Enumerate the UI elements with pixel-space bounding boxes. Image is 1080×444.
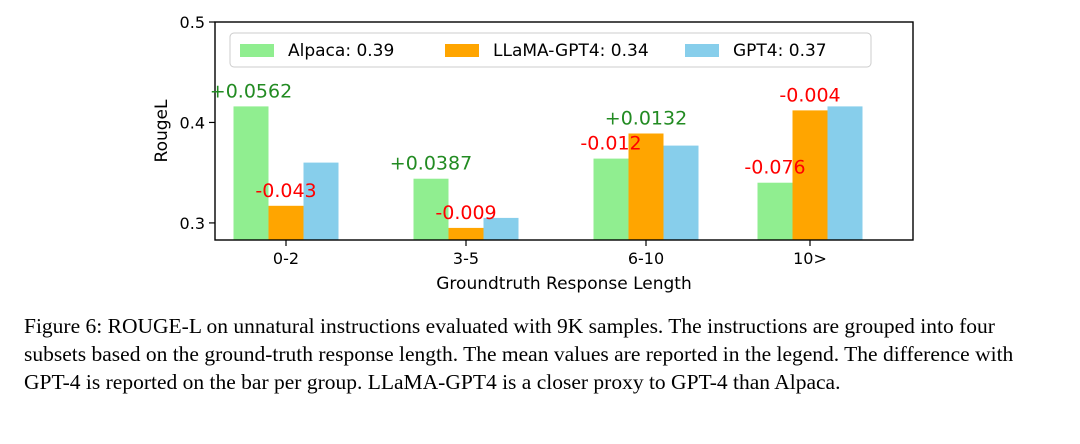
diff-label: -0.076 [744,157,805,179]
figure-caption: Figure 6: ROUGE-L on unnatural instructi… [24,314,1014,394]
y-tick-label: 0.5 [180,13,205,32]
x-tick-label: 0-2 [273,249,299,268]
bar-alpaca-1 [413,178,449,240]
legend-entries: Alpaca: 0.39 LLaMA-GPT4: 0.34 GPT4: 0.37 [240,41,827,61]
bars-layer [233,106,863,241]
x-axis-title: Groundtruth Response Length [436,274,692,294]
x-tick-label: 3-5 [453,249,479,268]
legend-frame [229,32,872,68]
bar-llama-gpt4-2 [628,133,664,240]
diff-label: +0.0387 [390,153,472,175]
legend-swatch [685,44,719,57]
bar-llama-gpt4-1 [448,227,484,240]
rouge-bar-chart: 0.30.40.5 0-2 3-5 6-10 10> +0.0562-0.043+0.… [152,13,914,294]
bar-gpt4-1 [483,217,519,240]
diff-labels: +0.0562 -0.043 +0.0387 -0.009 -0.012 +0.0132 -… [210,80,841,224]
bar-alpaca-2 [593,158,629,240]
legend-label: LLaMA-GPT4: 0.34 [493,41,649,61]
bar-gpt4-2 [663,145,699,240]
bar-llama-gpt4-3 [792,110,828,241]
y-tick-label: 0.4 [180,113,205,132]
diff-label: +0.0132 [605,108,687,130]
plot-frame [214,21,914,241]
legend-swatch [445,44,479,57]
bar-gpt4-3 [827,106,863,241]
legend-swatch [240,44,274,57]
diff-label: -0.009 [435,202,496,224]
diff-label: -0.004 [779,84,840,106]
x-tick-label: 6-10 [628,249,664,268]
diff-label: +0.0562 [210,80,292,102]
bar-gpt4-0 [303,162,339,240]
x-tick-label: 10> [793,249,827,268]
bar-alpaca-3 [757,182,793,240]
x-ticks: 0-2 3-5 6-10 10> [273,240,827,268]
diff-label: -0.012 [580,133,641,155]
legend-label: GPT4: 0.37 [733,41,827,61]
legend-label: Alpaca: 0.39 [288,41,394,61]
y-axis-title: RougeL [152,99,172,162]
bar-alpaca-0 [233,106,269,241]
y-tick-label: 0.3 [180,214,205,233]
bar-llama-gpt4-0 [268,205,304,240]
y-ticks: 0.3 0.4 0.5 [180,13,215,233]
legend: Alpaca: 0.39 LLaMA-GPT4: 0.34 GPT4: 0.37 [229,32,872,68]
diff-label: -0.043 [255,180,316,202]
